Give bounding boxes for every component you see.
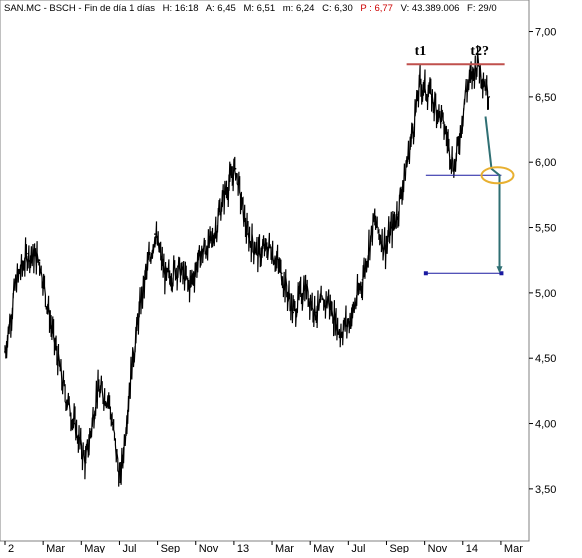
price-point: [430, 96, 433, 98]
price-point: [280, 272, 283, 275]
price-point: [73, 422, 75, 425]
price-point: [257, 252, 260, 255]
x-tick-label: Jul: [122, 543, 136, 553]
plot-area: [0, 0, 530, 542]
x-tick-label: May: [84, 543, 105, 553]
price-point: [200, 252, 202, 255]
header-high: H: 16:18: [163, 3, 199, 14]
y-tick-label: 7,00: [535, 27, 556, 39]
y-tick-label: 6,00: [535, 157, 556, 169]
price-point: [476, 59, 479, 62]
header-date: F: 29/0: [467, 3, 497, 14]
overlay-group: t1 t2?: [406, 44, 515, 276]
price-point: [165, 279, 168, 281]
y-axis: 7,00 6,50 6,00 5,50 5,00 4,50 4,00 3,50: [529, 27, 556, 496]
y-tick-label: 3,50: [535, 484, 556, 496]
header-ticker: SAN.MC - BSCH - Fin de día 1 días: [4, 3, 155, 14]
price-point: [338, 331, 341, 333]
price-point: [419, 83, 421, 85]
x-axis: 2 Mar May Jul Sep Nov 13 Mar May Jul Sep Nov 14 Mar: [4, 541, 523, 555]
price-point: [315, 311, 318, 314]
header-bar: SAN.MC - BSCH - Fin de día 1 días H: 16:…: [4, 3, 497, 14]
annotation-label: t2?: [470, 44, 489, 59]
price-line: [4, 45, 489, 487]
y-tick-label: 5,50: [535, 223, 556, 235]
price-point: [303, 285, 306, 288]
y-tick-label: 5,00: [535, 288, 556, 300]
price-point: [211, 239, 214, 242]
price-point: [246, 233, 248, 235]
y-tick-label: 4,50: [535, 353, 556, 365]
x-tick-label: Mar: [275, 543, 294, 553]
x-tick-label: 2: [8, 543, 14, 553]
x-tick-label: Jul: [351, 543, 365, 553]
header-price: P : 6,77: [360, 3, 393, 14]
x-tick-label: Sep: [161, 543, 181, 553]
annotation-label: t1: [415, 44, 427, 59]
price-point: [407, 154, 410, 157]
price-point: [38, 259, 41, 262]
price-point: [154, 233, 156, 235]
price-point: [384, 246, 387, 248]
header-min: m: 6,24: [283, 3, 315, 14]
x-tick-label: Sep: [389, 543, 409, 553]
price-point: [4, 350, 6, 353]
price-point: [119, 481, 122, 484]
x-tick-label: Nov: [428, 543, 448, 553]
price-point: [61, 383, 64, 386]
header-close: C: 6,30: [322, 3, 353, 14]
price-series-group: [4, 45, 491, 487]
x-tick-label: Nov: [199, 543, 219, 553]
projection-arrowhead: [496, 266, 503, 274]
price-point: [373, 220, 375, 222]
header-volume: V: 43.389.006: [401, 3, 460, 14]
price-point: [223, 194, 225, 196]
price-point: [453, 167, 456, 170]
price-point: [327, 298, 329, 301]
price-point: [84, 461, 87, 464]
price-point: [142, 285, 145, 288]
y-tick-label: 4,00: [535, 419, 556, 431]
price-point: [177, 265, 179, 268]
price-point: [396, 213, 398, 216]
price-point: [488, 96, 491, 98]
projection-arrow: [484, 116, 501, 268]
target-endpoint: [499, 271, 504, 276]
breakout-ellipse: [480, 166, 515, 185]
header-max: M: 6,51: [243, 3, 275, 14]
target-endpoint: [423, 271, 428, 276]
price-point: [292, 311, 295, 314]
header-open: A: 6,45: [206, 3, 236, 14]
x-tick-label: 13: [237, 543, 249, 553]
price-point: [96, 390, 99, 392]
price-point: [465, 89, 467, 92]
price-point: [350, 318, 352, 320]
x-tick-label: Mar: [504, 543, 523, 553]
price-point: [361, 279, 364, 281]
price-point: [27, 252, 29, 255]
price-point: [107, 396, 110, 399]
x-tick-label: Mar: [46, 543, 65, 553]
x-tick-label: May: [313, 543, 334, 553]
price-point: [442, 122, 444, 124]
x-tick-label: 14: [466, 543, 478, 553]
y-tick-label: 6,50: [535, 92, 556, 104]
price-point: [50, 324, 52, 327]
price-point: [188, 285, 191, 288]
price-point: [269, 246, 271, 248]
price-point: [234, 167, 237, 170]
price-point: [15, 279, 18, 281]
price-point: [131, 363, 133, 366]
